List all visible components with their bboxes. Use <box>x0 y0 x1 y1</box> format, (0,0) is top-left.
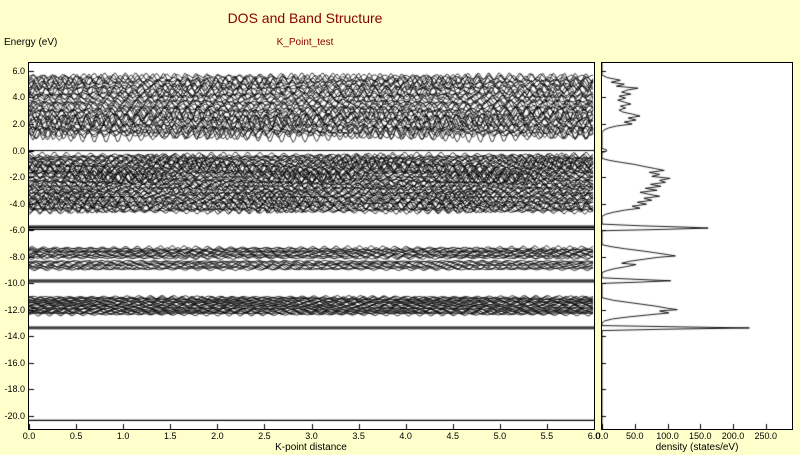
band-structure-plot <box>28 62 595 430</box>
energy-tick-label: 4.0 <box>12 92 25 103</box>
density-of-states-plot <box>601 62 793 430</box>
density-tick-label: 200.0 <box>721 431 745 441</box>
energy-tick-label: -8.0 <box>9 251 25 262</box>
density-tick-label: 100.0 <box>656 431 679 441</box>
kpoint-tick-label: 6.0 <box>587 431 601 441</box>
energy-tick-label: -10.0 <box>4 278 25 289</box>
energy-axis-label: Energy (eV) <box>4 37 58 48</box>
energy-tick-label: -16.0 <box>4 357 25 368</box>
energy-tick-label: -2.0 <box>9 172 25 183</box>
density-tick-label: 0.0 <box>595 431 609 441</box>
energy-tick-label: 0.0 <box>12 145 25 156</box>
energy-tick-label: -4.0 <box>9 198 25 209</box>
energy-tick-label: 2.0 <box>12 119 25 129</box>
energy-tick-label: 6.0 <box>12 65 25 76</box>
density-tick-label: 250.0 <box>754 431 778 441</box>
kpoint-tick-label: 4.5 <box>446 431 459 441</box>
kpoint-tick-label: 1.0 <box>116 431 130 441</box>
kpoint-tick-label: 3.0 <box>305 431 318 441</box>
energy-tick-label: -6.0 <box>9 225 25 236</box>
figure-title: DOS and Band Structure <box>227 10 383 26</box>
energy-tick-label: -18.0 <box>4 384 25 395</box>
kpoint-distance-axis-label: K-point distance <box>275 442 347 453</box>
density-tick-label: 150.0 <box>689 431 712 441</box>
density-axis-label: density (states/eV) <box>655 442 739 453</box>
kpoint-tick-label: 1.5 <box>163 431 177 441</box>
kpoint-tick-label: 2.5 <box>258 431 271 441</box>
kpoint-tick-label: 0.0 <box>22 431 36 441</box>
energy-tick-label: -20.0 <box>4 410 25 421</box>
kpoint-tick-label: 5.5 <box>540 431 554 441</box>
energy-tick-label: -14.0 <box>4 331 25 342</box>
figure-subtitle: K_Point_test <box>276 37 334 48</box>
energy-tick-label: -12.0 <box>4 304 25 315</box>
kpoint-tick-label: 3.5 <box>352 431 365 441</box>
kpoint-tick-label: 4.0 <box>399 431 412 441</box>
density-tick-label: 50.0 <box>625 431 644 441</box>
kpoint-tick-label: 5.0 <box>493 431 507 441</box>
kpoint-tick-label: 0.5 <box>69 431 83 441</box>
kpoint-tick-label: 2.0 <box>211 431 224 441</box>
